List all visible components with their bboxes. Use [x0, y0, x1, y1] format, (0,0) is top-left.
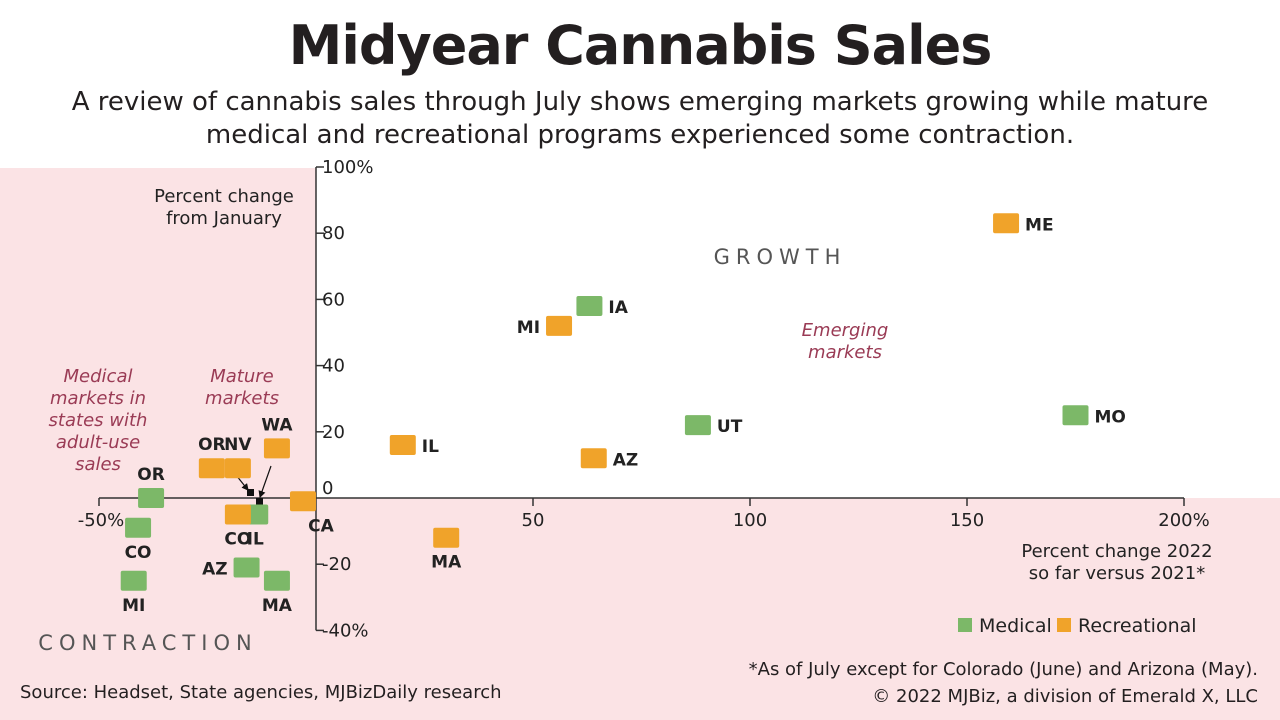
data-label: IA: [608, 298, 628, 318]
data-point-medical-ma: [263, 570, 290, 591]
data-label: CO: [125, 543, 152, 563]
leader-line: [258, 465, 272, 499]
data-point-recreational-az: [580, 448, 607, 469]
data-label: AZ: [202, 560, 227, 580]
data-point-medical-ut: [684, 415, 711, 436]
x-axis-label: so far versus 2021*: [1029, 563, 1205, 584]
x-tick-label: 150: [950, 510, 984, 531]
data-point-recreational-ca: [289, 491, 316, 512]
data-label: OR: [137, 465, 165, 485]
source-note: Source: Headset, State agencies, MJBizDa…: [20, 682, 502, 703]
legend-swatch-recreational: [1057, 618, 1071, 632]
y-tick-label: 40: [322, 356, 345, 377]
y-tick-label: 80: [322, 223, 345, 244]
data-point-medical-mo: [1062, 405, 1089, 426]
x-tick-label: 200%: [1158, 510, 1209, 531]
growth-label: GROWTH: [714, 245, 847, 269]
data-point-recreational-or: [198, 458, 225, 479]
x-tick-label: -50%: [78, 510, 125, 531]
data-label: IL: [422, 437, 439, 457]
contraction-region: [0, 168, 1280, 720]
data-label: CO: [224, 530, 251, 550]
x-axis-label: Percent change 2022: [1021, 541, 1212, 562]
data-point-recreational-co: [224, 504, 251, 525]
mature-markets-annotation: markets: [205, 388, 279, 409]
emerging-markets-annotation: markets: [808, 342, 882, 363]
data-label: IL: [247, 530, 264, 550]
data-point-recreational-me: [993, 213, 1020, 234]
chart-title: Midyear Cannabis Sales: [288, 14, 993, 77]
medical-adult-use-annotation: adult-use: [56, 432, 140, 453]
data-label: MI: [517, 318, 540, 338]
data-point-medical-ia: [576, 296, 603, 317]
y-axis-label: from January: [166, 208, 282, 229]
point-marker: [247, 489, 254, 496]
copyright: © 2022 MJBiz, a division of Emerald X, L…: [872, 686, 1258, 707]
data-label: ME: [1025, 215, 1054, 235]
medical-adult-use-annotation: Medical: [64, 366, 133, 387]
data-label: CA: [308, 516, 334, 536]
data-label: MI: [122, 596, 145, 616]
data-point-medical-co: [125, 517, 152, 538]
footnote: *As of July except for Colorado (June) a…: [748, 659, 1258, 680]
mature-markets-annotation: Mature: [210, 366, 274, 387]
y-tick-label: 100%: [322, 157, 373, 178]
data-point-medical-or: [138, 488, 165, 508]
contraction-label: CONTRACTION: [38, 631, 257, 655]
x-tick-label: 50: [522, 510, 545, 531]
data-point-recreational-mi: [546, 315, 573, 336]
x-tick-label: 100: [733, 510, 767, 531]
point-marker: [256, 498, 263, 505]
legend-label-recreational: Recreational: [1078, 615, 1197, 637]
emerging-markets-annotation: Emerging: [802, 320, 889, 341]
legend-swatch-medical: [958, 618, 972, 632]
data-label: NV: [224, 435, 252, 455]
medical-adult-use-annotation: sales: [75, 454, 121, 475]
y-tick-label: 0: [322, 478, 333, 499]
y-tick-label: -20: [322, 554, 351, 575]
y-tick-label: 20: [322, 422, 345, 443]
footnote-block: *As of July except for Colorado (June) a…: [749, 656, 1258, 710]
legend-label-medical: Medical: [979, 615, 1052, 637]
data-label: UT: [717, 417, 743, 437]
data-point-medical-mi: [120, 570, 147, 591]
data-point-recreational-ma: [433, 527, 460, 548]
data-point-medical-az: [233, 557, 260, 578]
data-label: MA: [262, 596, 293, 616]
data-label: WA: [261, 415, 293, 435]
data-label: AZ: [613, 450, 638, 470]
data-label: MA: [431, 553, 462, 573]
y-tick-label: 60: [322, 289, 345, 310]
data-point-recreational-wa: [263, 438, 290, 459]
data-label: OR: [198, 435, 226, 455]
y-tick-label: -40%: [322, 620, 369, 641]
medical-adult-use-annotation: states with: [49, 410, 148, 431]
chart-subtitle: A review of cannabis sales through July …: [71, 87, 1209, 150]
medical-adult-use-annotation: markets in: [50, 388, 146, 409]
data-point-recreational-nv: [224, 458, 251, 479]
y-axis-label: Percent change: [154, 186, 294, 207]
data-label: MO: [1095, 407, 1126, 427]
data-point-recreational-il: [389, 435, 416, 456]
